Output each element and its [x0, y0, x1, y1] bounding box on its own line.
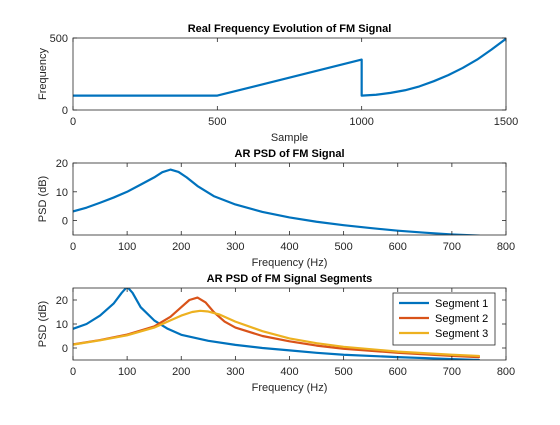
plot-area	[73, 38, 506, 110]
legend-label-1: Segment 1	[435, 298, 488, 310]
legend: Segment 1 Segment 2 Segment 3	[392, 292, 496, 346]
series-line-1	[73, 38, 506, 97]
chart-title: Real Frequency Evolution of FM Signal	[188, 23, 392, 35]
x-axis-label: Sample	[271, 132, 308, 144]
x-tick-label: 300	[226, 241, 244, 253]
x-tick-label: 300	[226, 366, 244, 378]
x-tick-label: 500	[334, 366, 352, 378]
legend-label-3: Segment 3	[435, 328, 488, 340]
x-axis-label: Frequency (Hz)	[252, 257, 328, 269]
x-tick-label: 0	[70, 366, 76, 378]
subplot-3: 0 100 200 300 400 500 600 700 800 0 10 20 AR PSD of …	[37, 273, 515, 394]
subplot-2: 0 100 200 300 400 500 600 700 800 0 10 20 AR PSD of …	[37, 148, 515, 269]
y-axis-label: Frequency	[37, 48, 49, 100]
x-tick-label: 400	[280, 366, 298, 378]
x-tick-label: 100	[118, 366, 136, 378]
x-tick-label: 200	[172, 241, 190, 253]
subplot-1: 0 500 1000 1500 0 500 Real Frequency Evolution…	[37, 23, 518, 144]
chart-title: AR PSD of FM Signal	[235, 148, 345, 160]
plot-area	[73, 163, 506, 235]
x-tick-label: 1500	[494, 116, 518, 128]
series-line-1	[73, 168, 480, 235]
y-tick-label: 0	[62, 105, 68, 117]
y-axis-label: PSD (dB)	[37, 176, 49, 222]
legend-label-2: Segment 2	[435, 313, 488, 325]
chart-title: AR PSD of FM Signal Segments	[207, 273, 373, 285]
x-axis-label: Frequency (Hz)	[252, 382, 328, 394]
axes-box	[72, 37, 507, 111]
y-tick-label: 500	[50, 33, 68, 45]
x-tick-label: 0	[70, 241, 76, 253]
x-tick-label: 800	[497, 241, 515, 253]
x-tick-label: 700	[443, 366, 461, 378]
y-tick-label: 0	[62, 216, 68, 228]
y-tick-label: 0	[62, 343, 68, 355]
x-tick-label: 400	[280, 241, 298, 253]
x-tick-label: 0	[70, 116, 76, 128]
series-line-3	[73, 309, 481, 358]
y-axis-label: PSD (dB)	[37, 301, 49, 347]
x-tick-label: 800	[497, 366, 515, 378]
y-tick-label: 10	[56, 187, 68, 199]
y-tick-label: 20	[56, 295, 68, 307]
y-tick-label: 20	[56, 158, 68, 170]
x-tick-label: 600	[389, 241, 407, 253]
x-tick-label: 200	[172, 366, 190, 378]
y-tick-label: 10	[56, 319, 68, 331]
x-tick-label: 500	[208, 116, 226, 128]
x-tick-label: 500	[334, 241, 352, 253]
x-tick-label: 1000	[349, 116, 373, 128]
x-tick-label: 100	[118, 241, 136, 253]
x-tick-label: 600	[389, 366, 407, 378]
series-line-1	[73, 288, 481, 360]
x-tick-label: 700	[443, 241, 461, 253]
